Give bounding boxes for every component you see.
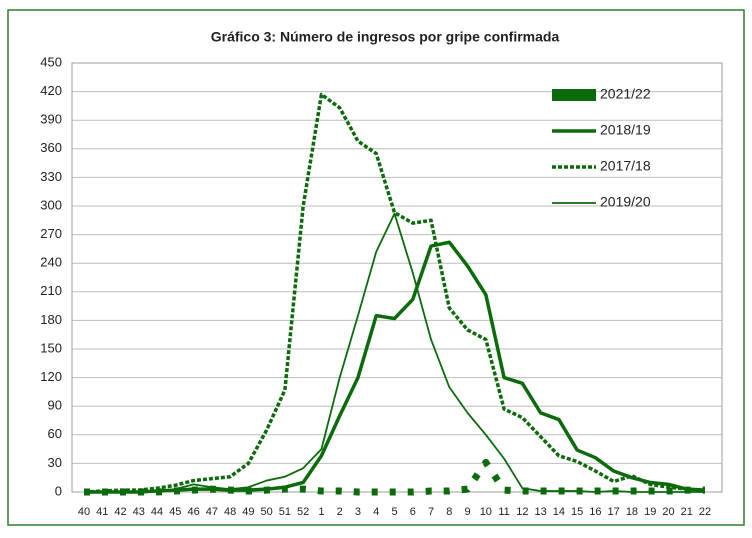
x-tick-label: 51	[279, 506, 291, 518]
y-tick-label: 300	[40, 197, 62, 212]
y-tick-label: 180	[40, 312, 62, 327]
x-tick-label: 4	[373, 506, 379, 518]
x-tick-label: 43	[133, 506, 145, 518]
x-tick-label: 16	[589, 506, 601, 518]
y-tick-label: 420	[40, 83, 62, 98]
x-tick-label: 11	[498, 506, 509, 518]
y-tick-label: 210	[40, 283, 62, 298]
x-tick-label: 10	[480, 506, 492, 518]
series-line	[84, 458, 705, 496]
y-tick-label: 450	[40, 54, 62, 69]
x-tick-label: 9	[464, 506, 470, 518]
x-tick-label: 50	[261, 506, 273, 518]
x-tick-label: 13	[534, 506, 546, 518]
x-tick-label: 12	[516, 506, 528, 518]
series-line	[84, 240, 706, 494]
y-tick-label: 270	[40, 226, 62, 241]
x-tick-label: 7	[428, 506, 434, 518]
legend-label: 2019/20	[600, 194, 651, 210]
y-tick-label: 330	[40, 169, 62, 184]
x-tick-label: 14	[553, 506, 565, 518]
x-tick-label: 40	[78, 506, 90, 518]
y-tick-label: 90	[48, 398, 62, 413]
x-tick-label: 41	[96, 506, 108, 518]
x-tick-label: 44	[151, 506, 163, 518]
y-tick-label: 150	[40, 340, 62, 355]
x-tick-label: 46	[187, 506, 199, 518]
x-tick-label: 17	[608, 506, 620, 518]
x-tick-label: 1	[318, 506, 324, 518]
chart-frame	[7, 9, 745, 526]
x-tick-label: 42	[114, 506, 126, 518]
x-tick-label: 2	[337, 506, 343, 518]
x-tick-label: 45	[169, 506, 181, 518]
legend-label: 2021/22	[600, 86, 651, 102]
x-tick-label: 5	[391, 506, 397, 518]
y-tick-label: 240	[40, 255, 62, 270]
x-tick-label: 47	[206, 506, 218, 518]
x-tick-label: 19	[644, 506, 656, 518]
y-tick-label: 360	[40, 140, 62, 155]
x-tick-label: 48	[224, 506, 236, 518]
legend-label: 2017/18	[600, 158, 651, 174]
y-tick-label: 390	[40, 112, 62, 127]
x-tick-label: 22	[699, 506, 711, 518]
x-tick-label: 3	[355, 506, 361, 518]
x-tick-label: 15	[571, 506, 583, 518]
x-tick-label: 20	[662, 506, 674, 518]
series-line	[84, 212, 705, 493]
x-tick-label: 6	[410, 506, 416, 518]
y-tick-label: 0	[55, 483, 62, 498]
series-line	[83, 92, 706, 494]
x-tick-label: 18	[626, 506, 638, 518]
x-tick-label: 21	[681, 506, 693, 518]
x-tick-label: 52	[297, 506, 309, 518]
x-tick-label: 49	[242, 506, 254, 518]
y-tick-label: 120	[40, 369, 62, 384]
chart-title: Gráfico 3: Número de ingresos por gripe …	[211, 29, 560, 45]
y-tick-label: 30	[48, 455, 62, 470]
x-tick-label: 8	[446, 506, 452, 518]
legend-label: 2018/19	[600, 122, 651, 138]
y-tick-label: 60	[48, 426, 62, 441]
plot-frame	[71, 62, 723, 493]
